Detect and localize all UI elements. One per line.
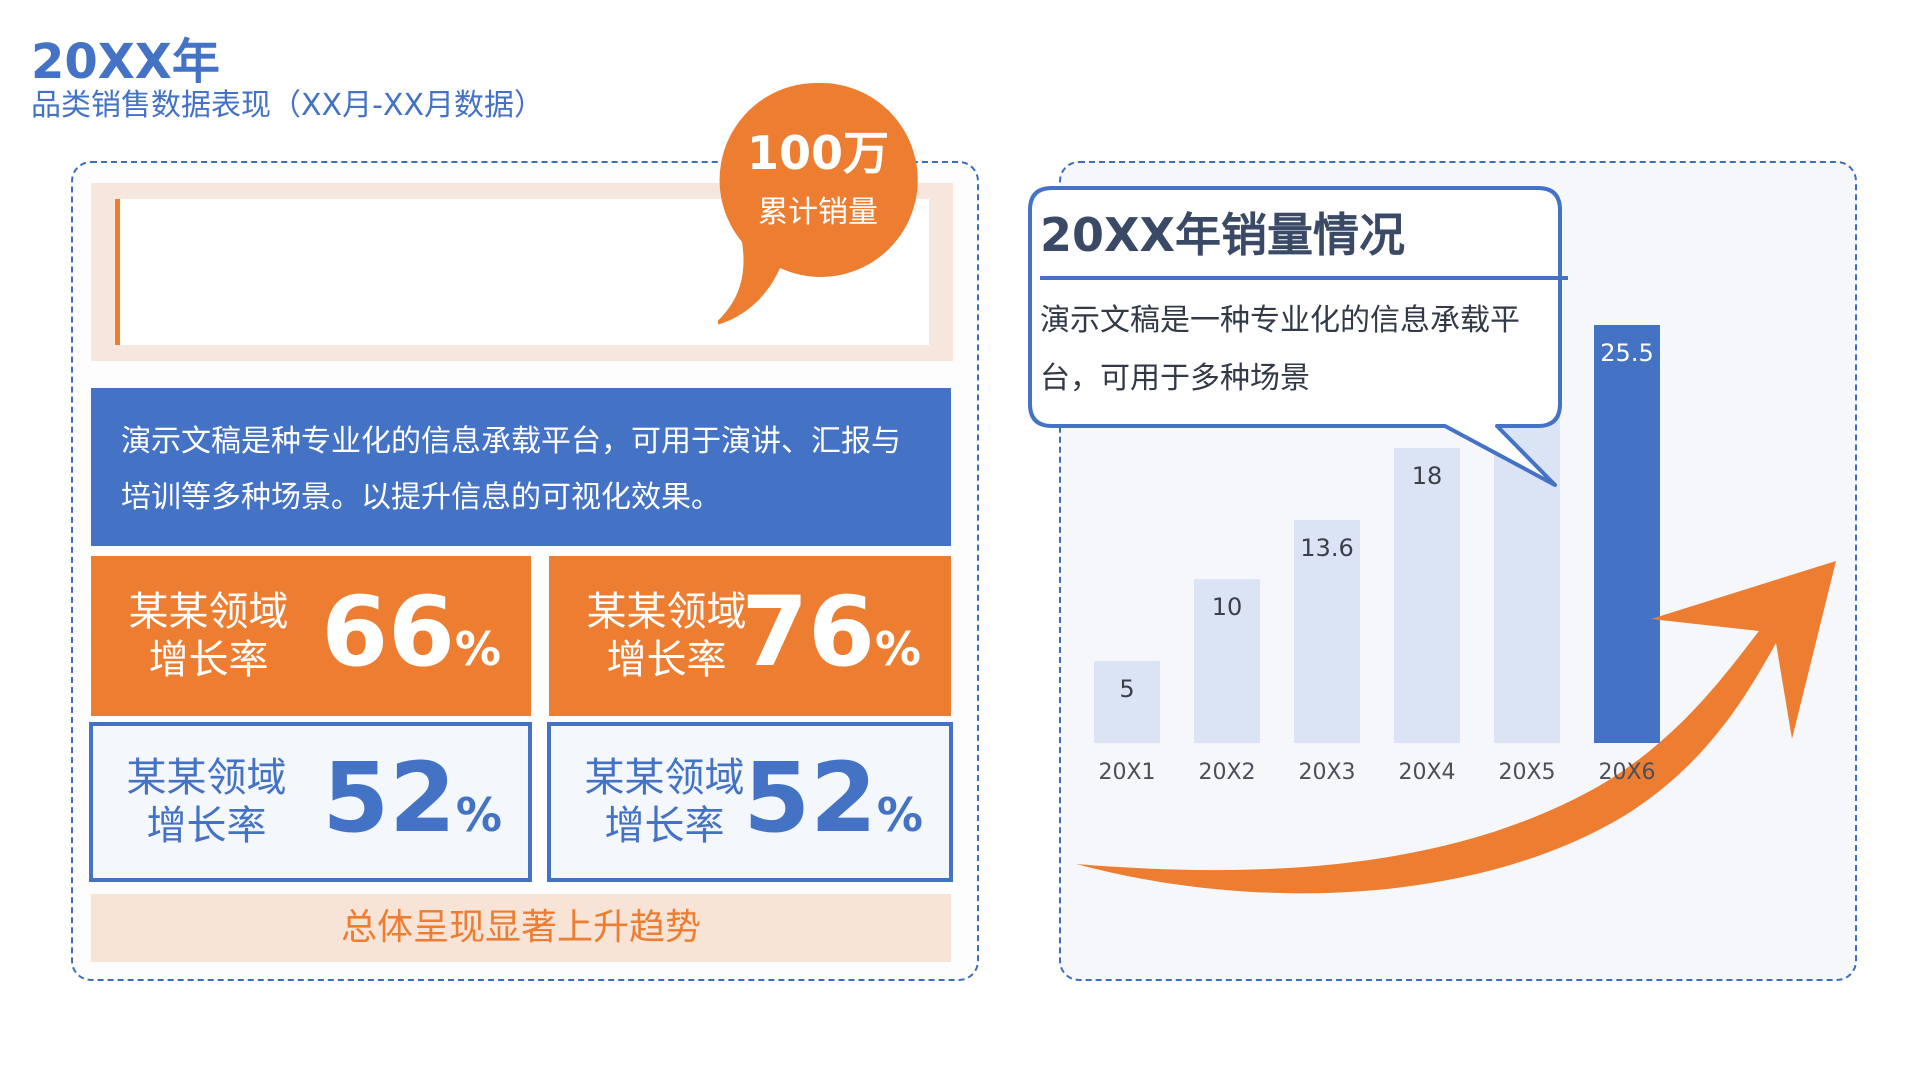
bar-20X2 — [1194, 579, 1260, 743]
stat-value: 66 — [321, 576, 455, 688]
chart-description: 演示文稿是一种专业化的信息承载平台，可用于多种场景 — [1040, 303, 1520, 396]
bubble-number: 100万 — [746, 126, 890, 180]
bubble-label: 累计销量 — [758, 195, 878, 230]
stat-value-wrap: 66% — [321, 584, 501, 680]
title-underline — [1040, 276, 1568, 280]
value-label-20X3: 13.6 — [1300, 534, 1353, 562]
category-label-20X4: 20X4 — [1398, 760, 1455, 785]
category-label-20X1: 20X1 — [1098, 760, 1155, 785]
bar-20X4 — [1394, 447, 1460, 743]
stat-value: 52 — [743, 742, 877, 854]
stat-label: 某某领域增长率 — [584, 755, 745, 849]
bar-20X1 — [1094, 661, 1160, 743]
stat-label: 某某领域增长率 — [128, 589, 289, 683]
total-sales-bubble: 100万 累计销量 — [712, 80, 918, 332]
stat-label: 某某领域增长率 — [126, 755, 287, 849]
chart-title: 20XX年销量情况 — [1040, 208, 1405, 262]
title-subtitle: 品类销售数据表现（XX月-XX月数据） — [31, 88, 545, 123]
value-label-20X1: 5 — [1119, 675, 1134, 703]
stat-unit: % — [454, 622, 501, 676]
stat-label: 某某领域增长率 — [586, 589, 747, 683]
chart-callout-bubble — [1028, 186, 1562, 487]
value-label-20X4: 18 — [1412, 462, 1443, 490]
trend-arrow — [1076, 561, 1836, 894]
stat-box-3: 某某领域增长率 52% — [89, 722, 532, 882]
category-label-20X2: 20X2 — [1198, 760, 1255, 785]
value-label-20X2: 10 — [1212, 593, 1243, 621]
stat-value: 52 — [322, 742, 456, 854]
value-label-20X6: 25.5 — [1600, 339, 1653, 367]
trend-summary: 总体呈现显著上升趋势 — [91, 894, 951, 962]
title-year: 20XX年 — [31, 34, 220, 90]
stat-box-2: 某某领域增长率 76% — [549, 556, 951, 716]
stat-box-1: 某某领域增长率 66% — [91, 556, 531, 716]
stat-box-4: 某某领域增长率 52% — [547, 722, 953, 882]
category-label-20X3: 20X3 — [1298, 760, 1355, 785]
category-label-20X6: 20X6 — [1598, 760, 1655, 785]
stat-value: 76 — [741, 576, 875, 688]
stat-value-wrap: 52% — [322, 750, 502, 846]
description-block: 演示文稿是种专业化的信息承载平台，可用于演讲、汇报与培训等多种场景。以提升信息的… — [91, 388, 951, 546]
stat-unit: % — [455, 788, 502, 842]
category-label-20X5: 20X5 — [1498, 760, 1555, 785]
stat-unit: % — [874, 622, 921, 676]
stat-unit: % — [876, 788, 923, 842]
bubble-shape — [712, 82, 918, 327]
bar-20X3 — [1294, 520, 1360, 743]
stat-value-wrap: 76% — [741, 584, 921, 680]
bar-20X6 — [1594, 325, 1660, 743]
stat-value-wrap: 52% — [743, 750, 923, 846]
